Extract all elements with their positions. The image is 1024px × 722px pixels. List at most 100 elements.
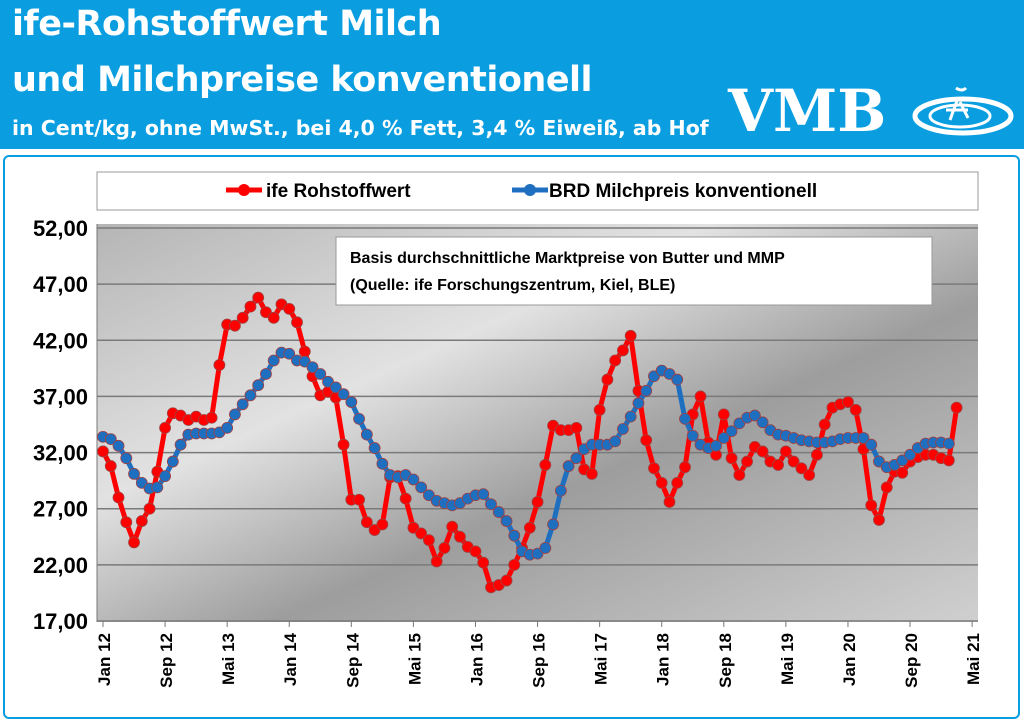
data-point: [523, 521, 536, 534]
data-point: [896, 466, 909, 479]
legend-marker-brd: [524, 184, 536, 196]
data-point: [748, 409, 761, 422]
data-point: [283, 347, 296, 360]
data-point: [236, 398, 249, 411]
data-point: [236, 311, 249, 324]
data-point: [291, 316, 303, 329]
data-point: [423, 534, 435, 547]
data-point: [337, 438, 350, 451]
x-tick-label: Jan 18: [654, 633, 673, 686]
data-point: [733, 469, 746, 481]
data-point: [360, 516, 373, 529]
data-point: [306, 361, 319, 374]
data-point: [112, 491, 125, 504]
y-tick-label: 52,00: [33, 216, 88, 241]
data-point: [159, 470, 171, 483]
data-point: [345, 396, 358, 408]
data-point: [244, 300, 257, 313]
subtitle: in Cent/kg, ohne MwSt., bei 4,0 % Fett, …: [12, 116, 709, 140]
data-point: [283, 302, 296, 315]
data-point: [159, 421, 171, 434]
title-line-2: und Milchpreise konventionell: [12, 60, 593, 100]
data-point: [725, 452, 738, 465]
data-point: [508, 529, 521, 542]
data-point: [128, 468, 140, 480]
data-point: [539, 542, 552, 554]
x-tick-label: Mai 19: [778, 633, 797, 685]
data-point: [376, 518, 389, 531]
data-point: [337, 388, 350, 401]
x-tick-label: Sep 16: [530, 633, 549, 688]
y-tick-label: 22,00: [33, 553, 88, 578]
data-point: [407, 473, 420, 486]
data-point: [663, 496, 676, 508]
data-point: [205, 411, 218, 424]
data-point: [267, 311, 280, 324]
data-point: [213, 359, 226, 371]
data-point: [710, 439, 722, 452]
data-point: [725, 425, 738, 438]
data-point: [353, 493, 365, 506]
milk-drop-logo-icon: [912, 86, 1014, 136]
data-point: [353, 412, 365, 425]
data-point: [531, 496, 544, 508]
data-point: [252, 291, 265, 304]
data-point: [492, 506, 505, 518]
data-point: [624, 410, 637, 423]
legend-label-ife: ife Rohstoffwert: [266, 181, 411, 202]
data-point: [609, 354, 622, 367]
data-point: [671, 476, 684, 489]
data-point: [570, 421, 583, 434]
data-point: [329, 381, 342, 394]
legend: ife Rohstoffwert BRD Milchpreis konventi…: [96, 171, 979, 211]
data-point: [430, 555, 443, 568]
data-point: [399, 492, 412, 505]
data-point: [454, 530, 466, 543]
data-point: [772, 459, 785, 471]
data-point: [679, 412, 691, 425]
series-brd-milchpreis: [97, 346, 955, 561]
series-ife-rohstoffwert: [97, 291, 963, 594]
logo-text: VMB: [728, 77, 887, 145]
data-point: [368, 442, 381, 454]
data-point: [880, 481, 893, 494]
x-tick-label: Mai 13: [219, 633, 238, 685]
data-point: [252, 379, 265, 392]
data-point: [260, 368, 272, 380]
x-tick-label: Jan 12: [95, 633, 114, 686]
x-tick-label: Jan 20: [840, 633, 859, 686]
data-point: [811, 448, 823, 461]
data-point: [950, 401, 963, 414]
data-point: [942, 437, 955, 450]
data-point: [694, 390, 707, 403]
data-point: [717, 408, 730, 421]
data-point: [640, 434, 653, 447]
data-point: [485, 498, 497, 511]
data-point: [632, 397, 645, 410]
data-point: [640, 384, 653, 397]
data-point: [717, 432, 730, 444]
data-point: [229, 408, 241, 421]
data-point: [174, 438, 187, 451]
data-point: [865, 499, 878, 512]
data-point: [298, 345, 311, 358]
data-point: [104, 433, 117, 445]
data-point: [151, 481, 164, 494]
data-point: [229, 319, 241, 332]
data-point: [617, 423, 629, 435]
data-point: [360, 428, 373, 441]
data-point: [803, 469, 816, 481]
legend-label-brd: BRD Milchpreis konventionell: [549, 181, 817, 202]
y-tick-label: 37,00: [33, 384, 88, 409]
data-point: [104, 460, 117, 472]
data-point: [314, 368, 327, 380]
x-tick-label: Sep 18: [716, 633, 735, 688]
data-point: [415, 527, 428, 540]
annotation-box: Basis durchschnittliche Marktpreise von …: [335, 236, 933, 306]
y-tick-label: 17,00: [33, 609, 88, 634]
data-point: [446, 520, 459, 533]
data-point: [508, 558, 521, 571]
data-point: [842, 396, 854, 408]
data-point: [477, 488, 490, 501]
data-point: [469, 545, 482, 558]
